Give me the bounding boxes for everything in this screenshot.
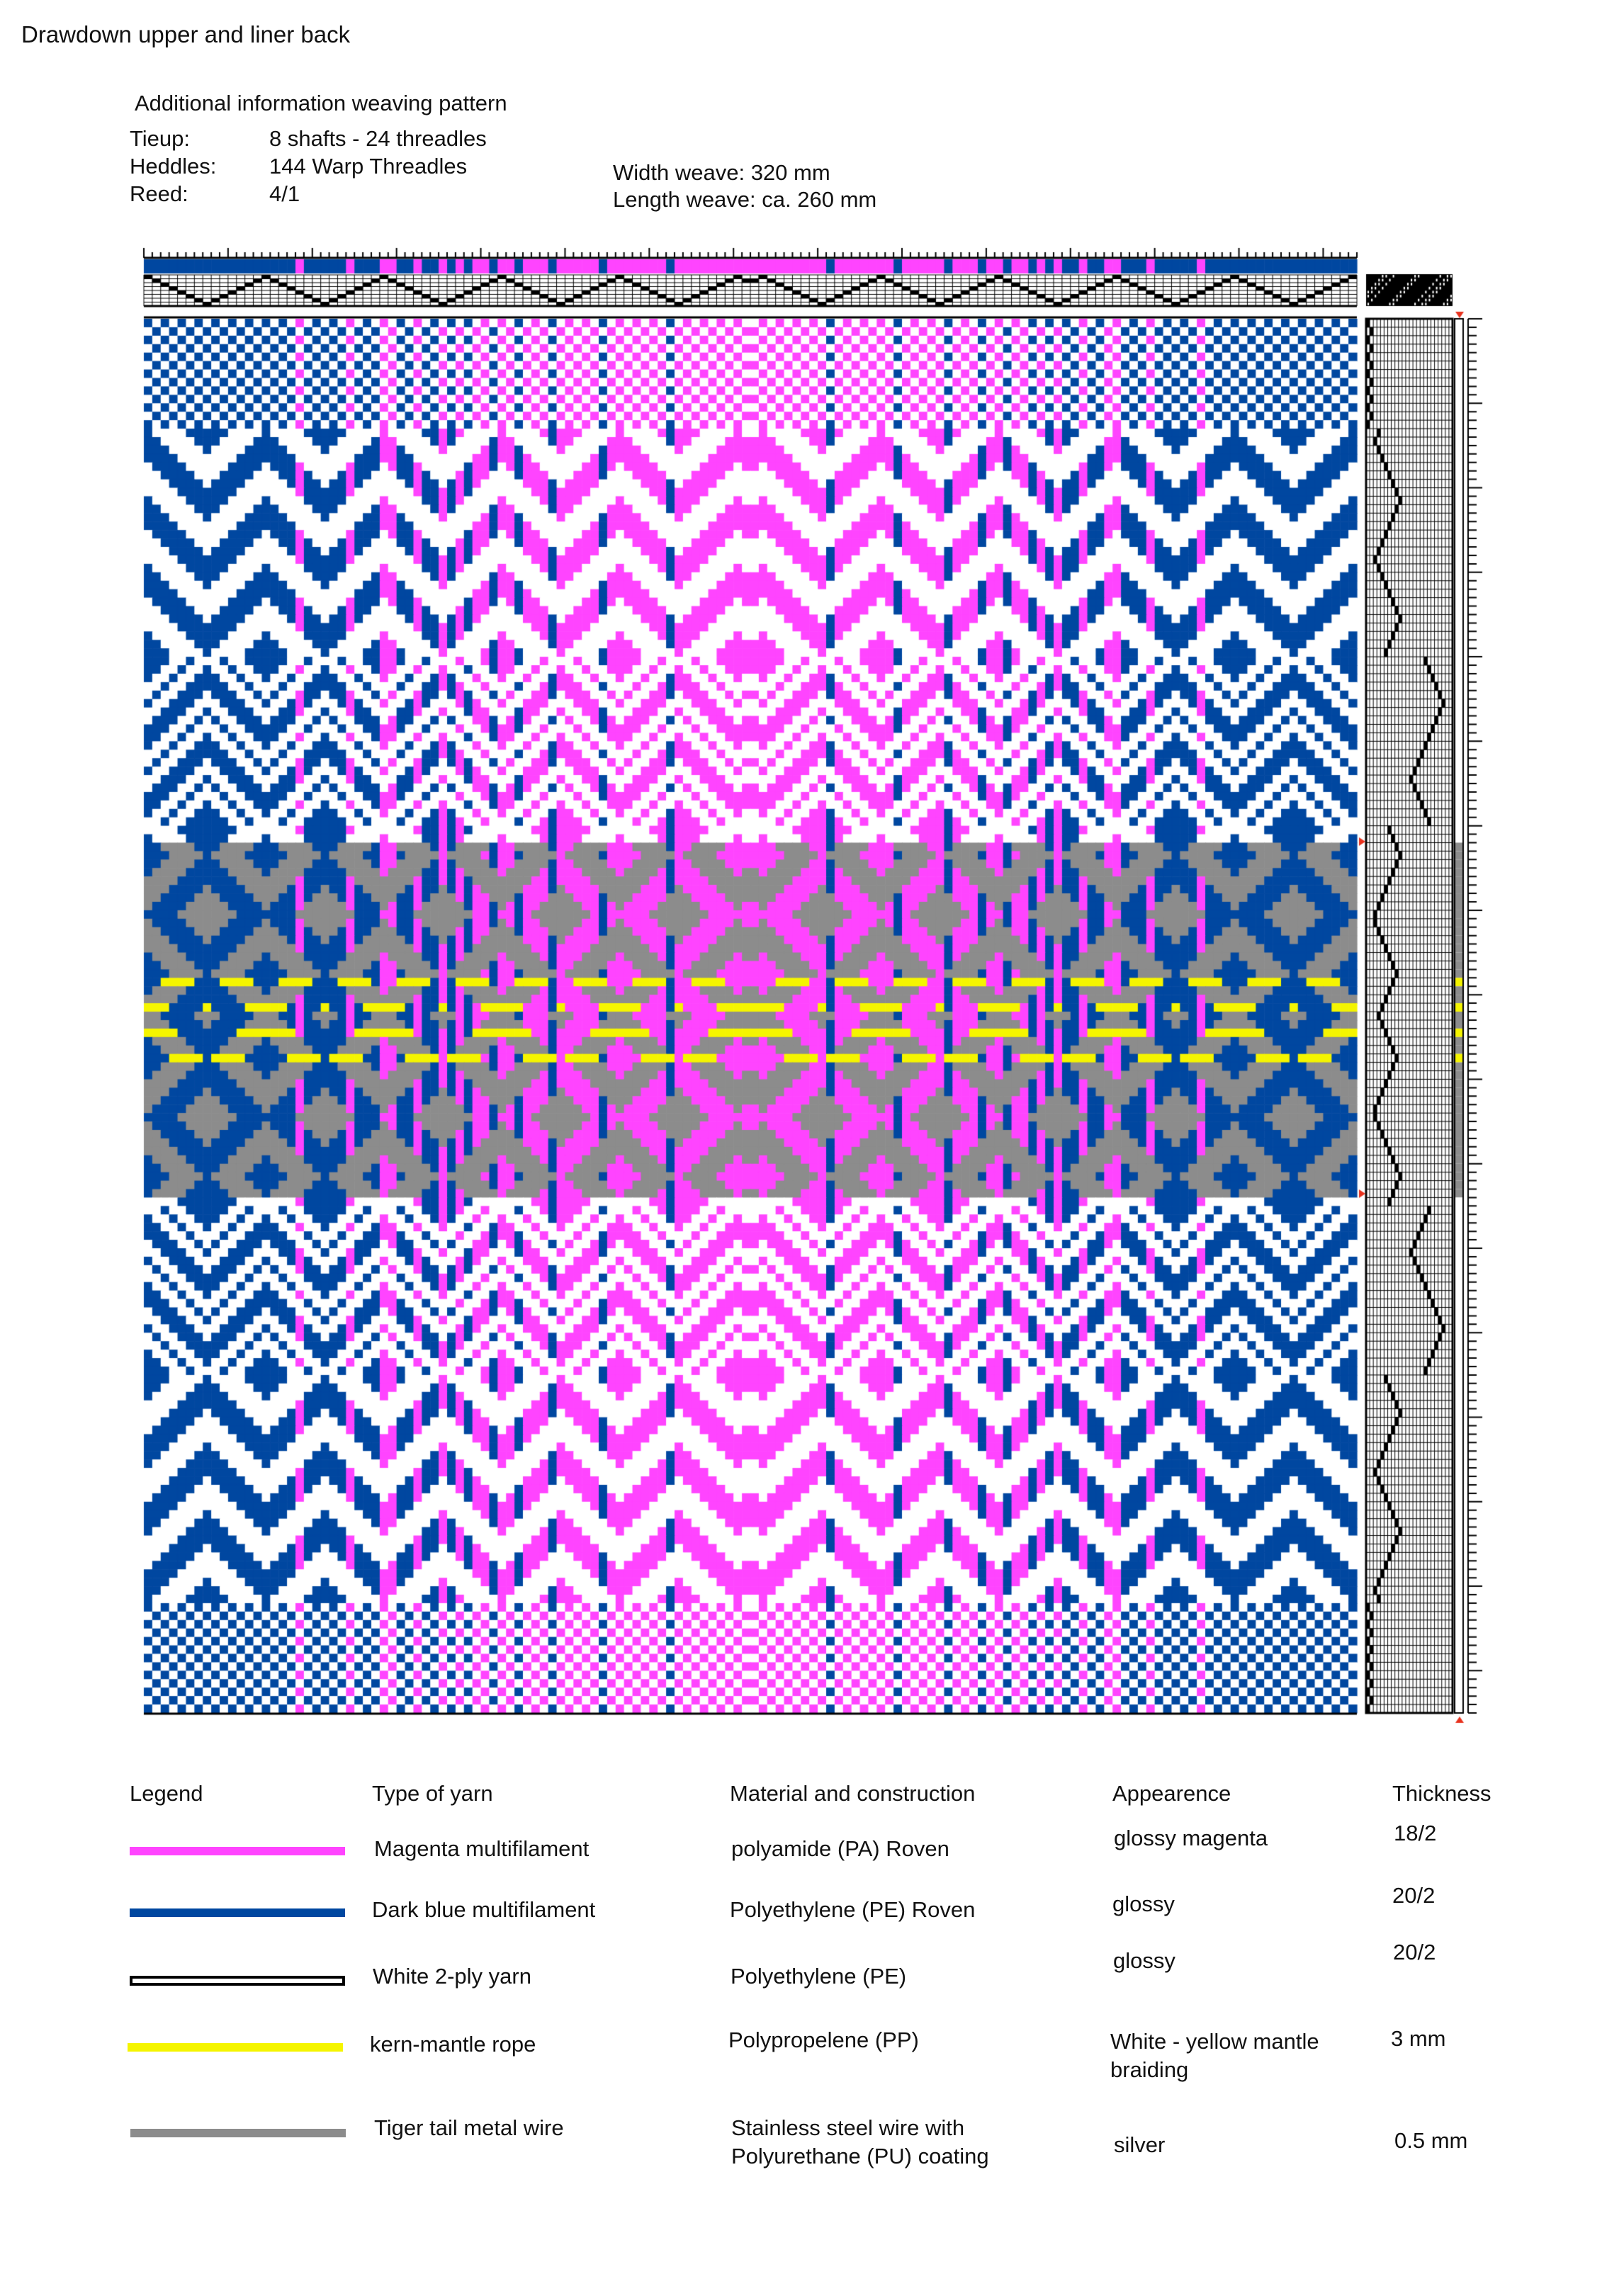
reed-label: Reed: (130, 181, 188, 206)
legend-thickness: 18/2 (1394, 1821, 1437, 1845)
type-header: Type of yarn (372, 1781, 493, 1806)
legend-thickness: 20/2 (1393, 1940, 1436, 1964)
legend-thickness: 3 mm (1391, 2026, 1446, 2051)
material-header: Material and construction (730, 1781, 976, 1806)
weaving-drawdown (0, 241, 1624, 1736)
legend-appearance: glossy (1113, 1948, 1175, 1973)
yellow-swatch (128, 2043, 343, 2052)
length-weave: Length weave: ca. 260 mm (613, 187, 877, 212)
info-heading: Additional information weaving pattern (135, 91, 507, 115)
legend-appearance: silver (1114, 2132, 1166, 2157)
heddles-value: 144 Warp Threadles (269, 154, 468, 179)
white-swatch (130, 1976, 345, 1986)
heddles-label: Heddles: (130, 154, 217, 179)
legend-appearance: White - yellow mantle braiding (1110, 2029, 1319, 2082)
legend-thickness: 20/2 (1392, 1883, 1436, 1908)
legend-type: White 2-ply yarn (373, 1964, 531, 1989)
legend-type: Dark blue multifilament (372, 1897, 596, 1922)
width-weave: Width weave: 320 mm (613, 160, 830, 185)
blue-swatch (130, 1908, 345, 1917)
page-title: Drawdown upper and liner back (21, 21, 351, 47)
appearance-header: Appearence (1112, 1781, 1231, 1806)
thickness-header: Thickness (1392, 1781, 1492, 1806)
legend-appearance: glossy (1112, 1891, 1175, 1916)
legend-type: Magenta multifilament (374, 1836, 590, 1861)
legend-material: Polyethylene (PE) (731, 1964, 907, 1989)
tieup-value: 8 shafts - 24 threadles (269, 126, 487, 151)
legend-material: Polyethylene (PE) Roven (730, 1897, 976, 1922)
legend-header: Legend (130, 1781, 203, 1806)
legend-appearance: glossy magenta (1114, 1826, 1268, 1850)
legend-thickness: 0.5 mm (1394, 2128, 1468, 2153)
magenta-swatch (130, 1847, 345, 1855)
legend-type: Tiger tail metal wire (374, 2115, 564, 2140)
legend-material: polyamide (PA) Roven (731, 1836, 949, 1861)
reed-value: 4/1 (269, 181, 300, 206)
legend-material: Polypropelene (PP) (728, 2028, 919, 2052)
gray-swatch (130, 2129, 346, 2137)
legend-type: kern-mantle rope (370, 2032, 536, 2057)
legend-material: Stainless steel wire with Polyurethane (… (731, 2115, 989, 2168)
tieup-label: Tieup: (130, 126, 191, 151)
